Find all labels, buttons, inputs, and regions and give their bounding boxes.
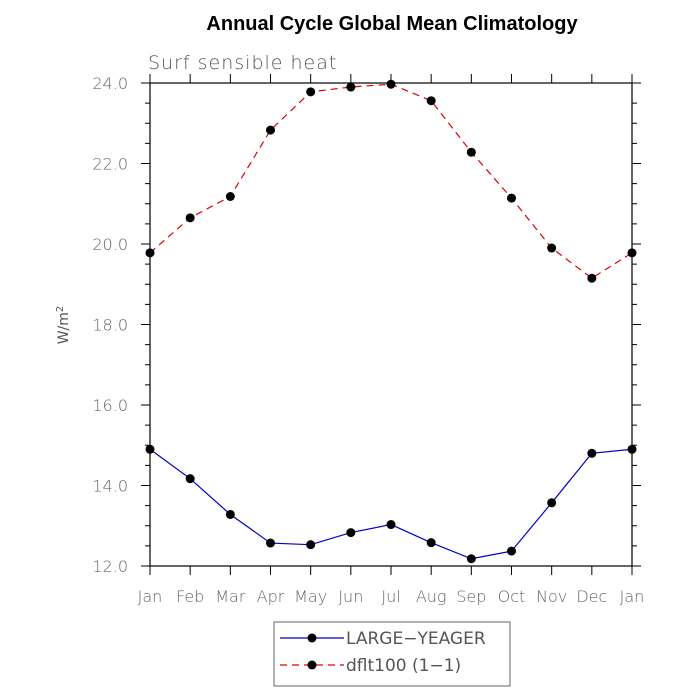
x-tick-label: Feb — [176, 587, 204, 606]
series-line — [149, 448, 633, 560]
series-layer — [145, 79, 637, 564]
y-tick-label: 20.0 — [92, 235, 128, 254]
data-point — [466, 554, 476, 564]
y-axis-label-base: W/m — [56, 312, 72, 344]
x-tick-label: Jul — [381, 587, 400, 606]
x-tick-labels: Jan Feb Mar Apr May Jun Jul Aug Sep Oct Nov Dec Jan — [138, 587, 645, 606]
y-axis-label-superscript: 2 — [55, 306, 66, 312]
data-point — [185, 474, 195, 484]
y-tick-labels: 12.0 14.0 16.0 18.0 20.0 22.0 24.0 — [92, 74, 128, 576]
chart-title: Annual Cycle Global Mean Climatology — [206, 13, 578, 35]
data-point — [507, 546, 516, 556]
y-axis-label: W/m2 — [55, 306, 72, 345]
x-tick-label: Jun — [338, 587, 363, 606]
data-point — [507, 193, 516, 203]
series-1 — [145, 79, 637, 283]
y-tick-label: 12.0 — [92, 557, 128, 576]
axes — [141, 74, 641, 575]
y-tick-label: 16.0 — [92, 396, 128, 415]
legend-label-large-yeager: LARGE−YEAGER — [346, 629, 486, 649]
y-tick-label: 14.0 — [92, 477, 128, 496]
data-point — [266, 538, 275, 548]
data-point — [426, 96, 436, 106]
x-tick-label: Sep — [456, 587, 486, 606]
data-point — [346, 528, 356, 538]
data-point — [587, 448, 597, 458]
x-tick-label: Jan — [138, 587, 163, 606]
legend-marker-dflt100 — [307, 660, 317, 670]
data-point — [306, 540, 316, 550]
data-point — [306, 87, 316, 97]
data-point — [346, 82, 356, 92]
y-tick-label: 22.0 — [92, 155, 128, 174]
data-point — [266, 125, 275, 135]
x-tick-label: Mar — [215, 587, 246, 606]
legend-marker-large-yeager — [307, 633, 317, 643]
data-point — [185, 213, 195, 223]
legend-label-dflt100: dflt100 (1−1) — [346, 656, 461, 676]
data-point — [386, 520, 396, 530]
data-point — [225, 509, 235, 519]
data-point — [627, 248, 637, 258]
data-point — [627, 444, 637, 454]
x-tick-label: Jan — [620, 587, 645, 606]
series-0 — [145, 444, 637, 564]
data-point — [547, 498, 557, 508]
y-tick-label: 18.0 — [92, 316, 128, 335]
data-point — [225, 192, 235, 202]
legend-box — [273, 621, 511, 687]
legend: LARGE−YEAGER dflt100 (1−1) — [273, 621, 511, 687]
data-point — [145, 444, 155, 454]
data-point — [145, 248, 155, 258]
data-point — [386, 79, 396, 89]
data-point — [426, 538, 436, 548]
x-tick-label: Aug — [416, 587, 447, 606]
x-tick-label: May — [294, 587, 327, 606]
x-tick-label: Apr — [257, 587, 285, 606]
series-line — [149, 83, 633, 279]
y-tick-label: 24.0 — [92, 74, 128, 93]
x-tick-label: Nov — [536, 587, 567, 606]
data-point — [466, 147, 476, 157]
data-point — [587, 273, 597, 283]
x-tick-label: Oct — [498, 587, 526, 606]
chart-subtitle: Surf sensible heat — [148, 52, 337, 74]
x-tick-label: Dec — [576, 587, 607, 606]
data-point — [547, 243, 557, 253]
